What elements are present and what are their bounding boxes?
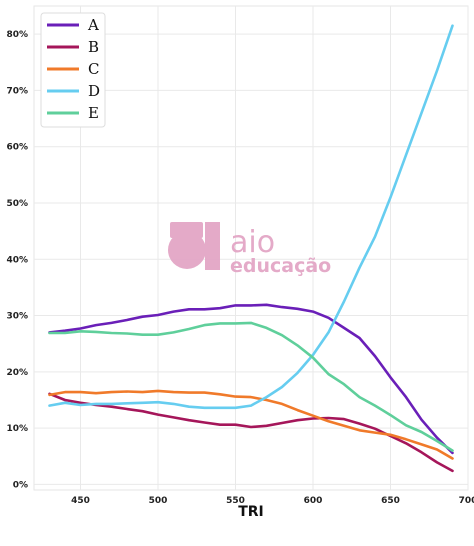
watermark-line2: educação bbox=[230, 255, 331, 277]
y-tick-label: 40% bbox=[6, 255, 28, 265]
x-tick-label: 700 bbox=[459, 496, 474, 506]
y-tick-label: 30% bbox=[6, 312, 28, 322]
y-tick-label: 50% bbox=[6, 199, 28, 209]
aio-logo-icon bbox=[168, 222, 220, 270]
x-tick-label: 550 bbox=[226, 496, 245, 506]
legend-label-b: B bbox=[88, 38, 99, 56]
legend-label-d: D bbox=[88, 82, 100, 100]
y-tick-label: 70% bbox=[6, 86, 28, 96]
plot-frame bbox=[33, 5, 469, 491]
series-line-c bbox=[48, 389, 454, 460]
y-tick-label: 0% bbox=[13, 480, 28, 490]
series-line-e bbox=[48, 321, 454, 452]
legend-label-a: A bbox=[87, 16, 99, 34]
watermark-line1: aio bbox=[230, 225, 275, 260]
legend-label-c: C bbox=[88, 60, 99, 78]
y-axis-ticks: 0% 10% 20% 30% 40% 50% 60% 70% 80% bbox=[6, 30, 28, 490]
x-tick-label: 500 bbox=[149, 496, 168, 506]
legend-label-e: E bbox=[88, 104, 99, 122]
x-tick-label: 450 bbox=[71, 496, 90, 506]
x-axis-label: TRI bbox=[238, 504, 264, 520]
y-tick-label: 10% bbox=[6, 424, 28, 434]
x-tick-label: 650 bbox=[381, 496, 400, 506]
series-lines bbox=[48, 24, 454, 473]
series-line-a bbox=[48, 303, 454, 455]
y-tick-label: 60% bbox=[6, 143, 28, 153]
x-tick-label: 600 bbox=[304, 496, 323, 506]
watermark-logo: aio educação bbox=[168, 222, 331, 277]
y-tick-label: 80% bbox=[6, 30, 28, 40]
series-line-d bbox=[48, 24, 454, 410]
y-tick-label: 20% bbox=[6, 368, 28, 378]
x-axis-ticks: 450 500 550 600 650 700 bbox=[71, 496, 474, 506]
